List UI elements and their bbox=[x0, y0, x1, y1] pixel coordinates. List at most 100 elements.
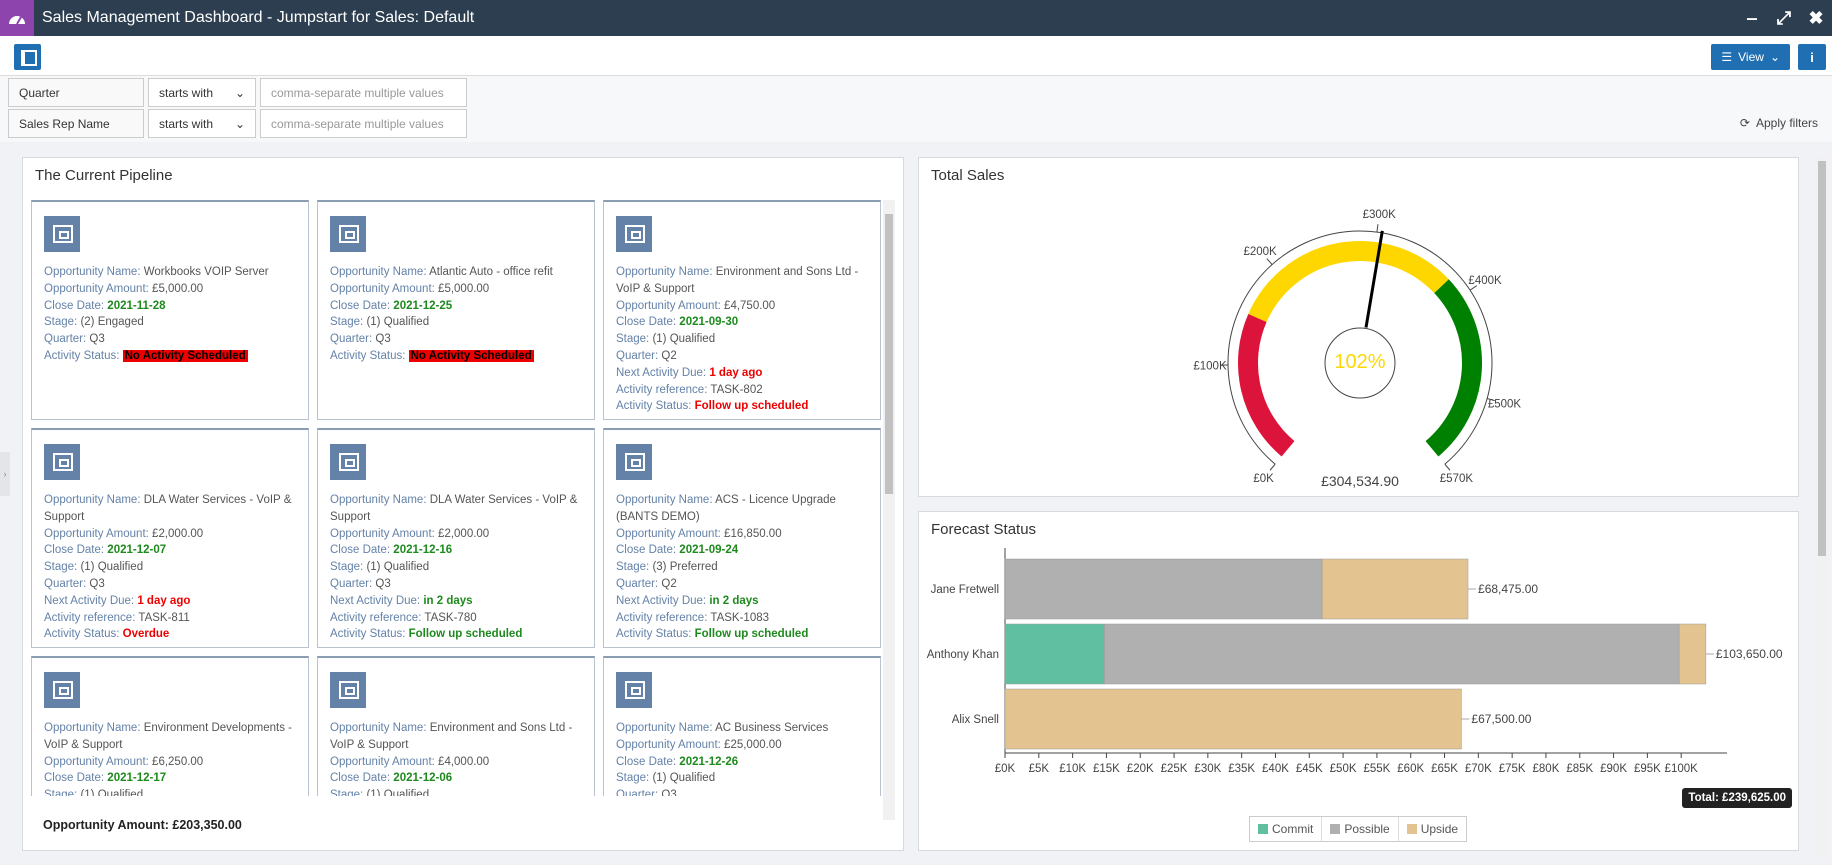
card-field-status: Activity Status: No Activity Scheduled bbox=[44, 348, 296, 365]
field-label: Close Date: bbox=[44, 772, 105, 785]
opportunity-card[interactable]: Opportunity Name: ACS - Licence Upgrade … bbox=[603, 428, 881, 648]
card-field-stage: Stage: (1) Qualified bbox=[44, 787, 296, 796]
field-label: Opportunity Name: bbox=[330, 722, 427, 734]
total-badge: Total: £239,625.00 bbox=[1682, 788, 1792, 808]
card-field-amount: Opportunity Amount: £2,000.00 bbox=[330, 526, 582, 543]
field-label: Quarter: bbox=[616, 789, 659, 796]
field-value: Environment and Sons Ltd - VoIP & Suppor… bbox=[616, 266, 859, 295]
field-label: Next Activity Due: bbox=[330, 594, 421, 607]
card-field-stage: Stage: (2) Engaged bbox=[44, 314, 296, 331]
panel-toggle-icon[interactable] bbox=[14, 44, 41, 70]
x-tick-label: £25K bbox=[1161, 763, 1188, 775]
scrollbar-thumb[interactable] bbox=[885, 214, 893, 494]
info-icon[interactable]: i bbox=[1798, 44, 1826, 70]
field-label: Opportunity Amount: bbox=[616, 527, 721, 540]
field-value: 2021-12-16 bbox=[393, 544, 453, 557]
field-value: 1 day ago bbox=[137, 594, 191, 607]
side-panel-handle[interactable]: › bbox=[0, 452, 10, 496]
x-tick-label: £50K bbox=[1330, 763, 1357, 775]
x-tick-label: £70K bbox=[1465, 763, 1492, 775]
card-field-close: Close Date: 2021-12-17 bbox=[44, 770, 296, 787]
field-value: £6,250.00 bbox=[152, 755, 204, 768]
field-label: Activity Status: bbox=[44, 628, 120, 641]
opportunity-card[interactable]: Opportunity Name: Workbooks VOIP Server O… bbox=[31, 200, 309, 420]
card-field-close: Close Date: 2021-12-07 bbox=[44, 542, 296, 559]
field-value: Environment and Sons Ltd - VoIP & Suppor… bbox=[330, 722, 573, 751]
field-label: Close Date: bbox=[44, 299, 105, 312]
opportunity-card[interactable]: Opportunity Name: Environment Developmen… bbox=[31, 656, 309, 796]
chevron-down-icon: ⌄ bbox=[1769, 50, 1780, 64]
panel-title: Forecast Status bbox=[931, 521, 1037, 538]
bar-segment-possible[interactable] bbox=[1104, 623, 1680, 685]
bar-segment-upside[interactable] bbox=[1678, 623, 1707, 685]
opportunity-icon bbox=[330, 444, 366, 480]
x-tick-label: £100K bbox=[1665, 763, 1699, 775]
opportunity-card[interactable]: Opportunity Name: DLA Water Services - V… bbox=[317, 428, 595, 648]
opportunity-card[interactable]: Opportunity Name: Environment and Sons L… bbox=[317, 656, 595, 796]
field-label: Close Date: bbox=[330, 544, 391, 557]
filter-operator-select[interactable]: starts with ⌄ bbox=[148, 109, 256, 138]
close-icon[interactable]: ✖ bbox=[1808, 7, 1824, 28]
field-value: DLA Water Services - VoIP & Support bbox=[330, 494, 578, 523]
opportunity-card[interactable]: Opportunity Name: Atlantic Auto - office… bbox=[317, 200, 595, 420]
scrollbar-thumb[interactable] bbox=[1818, 161, 1826, 556]
card-field-stage: Stage: (1) Qualified bbox=[616, 331, 868, 348]
apply-filters-button[interactable]: ⟳ Apply filters bbox=[1740, 116, 1818, 130]
card-field-close: Close Date: 2021-12-06 bbox=[330, 770, 582, 787]
card-field-amount: Opportunity Amount: £25,000.00 bbox=[616, 737, 868, 754]
field-value: £2,000.00 bbox=[152, 527, 204, 540]
field-label: Activity reference: bbox=[330, 611, 422, 624]
bar-segment-upside[interactable] bbox=[1321, 558, 1469, 620]
field-label: Close Date: bbox=[330, 299, 391, 312]
x-tick-label: £30K bbox=[1194, 763, 1221, 775]
bar-segment-commit[interactable] bbox=[1004, 623, 1105, 685]
opportunity-card[interactable]: Opportunity Name: DLA Water Services - V… bbox=[31, 428, 309, 648]
maximize-icon[interactable]: ⤢ bbox=[1776, 7, 1792, 28]
field-label: Activity reference: bbox=[616, 611, 708, 624]
total-sales-gauge: £304,534.90 £0K £100K £200K £300K £400K £500K… bbox=[1193, 209, 1522, 489]
gauge-percent-label: 102% bbox=[1334, 351, 1385, 373]
x-tick-label: £35K bbox=[1228, 763, 1255, 775]
x-tick-label: £65K bbox=[1431, 763, 1458, 775]
field-value: ACS - Licence Upgrade (BANTS DEMO) bbox=[616, 494, 836, 523]
field-value: (1) Qualified bbox=[366, 561, 430, 574]
legend-item[interactable]: Upside bbox=[1399, 817, 1466, 841]
pipeline-scrollbar[interactable] bbox=[883, 200, 895, 820]
opportunity-card[interactable]: Opportunity Name: AC Business Services Op… bbox=[603, 656, 881, 796]
bar-segment-possible[interactable] bbox=[1004, 558, 1323, 620]
gauge-tick-label: £500K bbox=[1488, 398, 1522, 410]
page-scrollbar[interactable] bbox=[1816, 157, 1828, 857]
legend-item[interactable]: Commit bbox=[1250, 817, 1323, 841]
card-field-next: Next Activity Due: 1 day ago bbox=[616, 365, 868, 382]
card-field-amount: Opportunity Amount: £2,000.00 bbox=[44, 526, 296, 543]
opportunity-cards: Opportunity Name: Workbooks VOIP Server O… bbox=[31, 200, 881, 796]
gauge-outer-arc bbox=[1227, 230, 1493, 465]
legend-label: Commit bbox=[1272, 822, 1314, 836]
card-field-stage: Stage: (1) Qualified bbox=[330, 314, 582, 331]
bar-segment-upside[interactable] bbox=[1004, 688, 1462, 750]
opportunity-icon bbox=[616, 444, 652, 480]
field-label: Next Activity Due: bbox=[44, 594, 135, 607]
field-label: Opportunity Amount: bbox=[330, 282, 435, 295]
opportunity-card[interactable]: Opportunity Name: Environment and Sons L… bbox=[603, 200, 881, 420]
field-label: Activity Status: bbox=[616, 628, 692, 641]
field-value: (1) Qualified bbox=[80, 561, 144, 574]
filter-operator-select[interactable]: starts with ⌄ bbox=[148, 78, 256, 107]
field-label: Quarter: bbox=[44, 577, 87, 590]
gauge-band bbox=[1238, 313, 1295, 457]
gauge-tick bbox=[1486, 398, 1495, 402]
card-field-close: Close Date: 2021-12-16 bbox=[330, 542, 582, 559]
view-button[interactable]: ☰ View ⌄ bbox=[1711, 44, 1790, 70]
minimize-icon[interactable]: ‒ bbox=[1746, 7, 1757, 28]
gauge-tick bbox=[1269, 463, 1276, 471]
data-label: £68,475.00 bbox=[1478, 582, 1538, 596]
legend-item[interactable]: Possible bbox=[1322, 817, 1399, 841]
field-label: Quarter: bbox=[616, 349, 659, 362]
field-label: Close Date: bbox=[616, 316, 677, 329]
field-label: Close Date: bbox=[44, 544, 105, 557]
x-tick-label: £0K bbox=[995, 763, 1016, 775]
window-title: Sales Management Dashboard - Jumpstart f… bbox=[42, 9, 475, 26]
filter-value-input[interactable]: comma-separate multiple values bbox=[260, 78, 467, 107]
filter-value-input[interactable]: comma-separate multiple values bbox=[260, 109, 467, 138]
card-field-status: Activity Status: Follow up scheduled bbox=[616, 626, 868, 643]
